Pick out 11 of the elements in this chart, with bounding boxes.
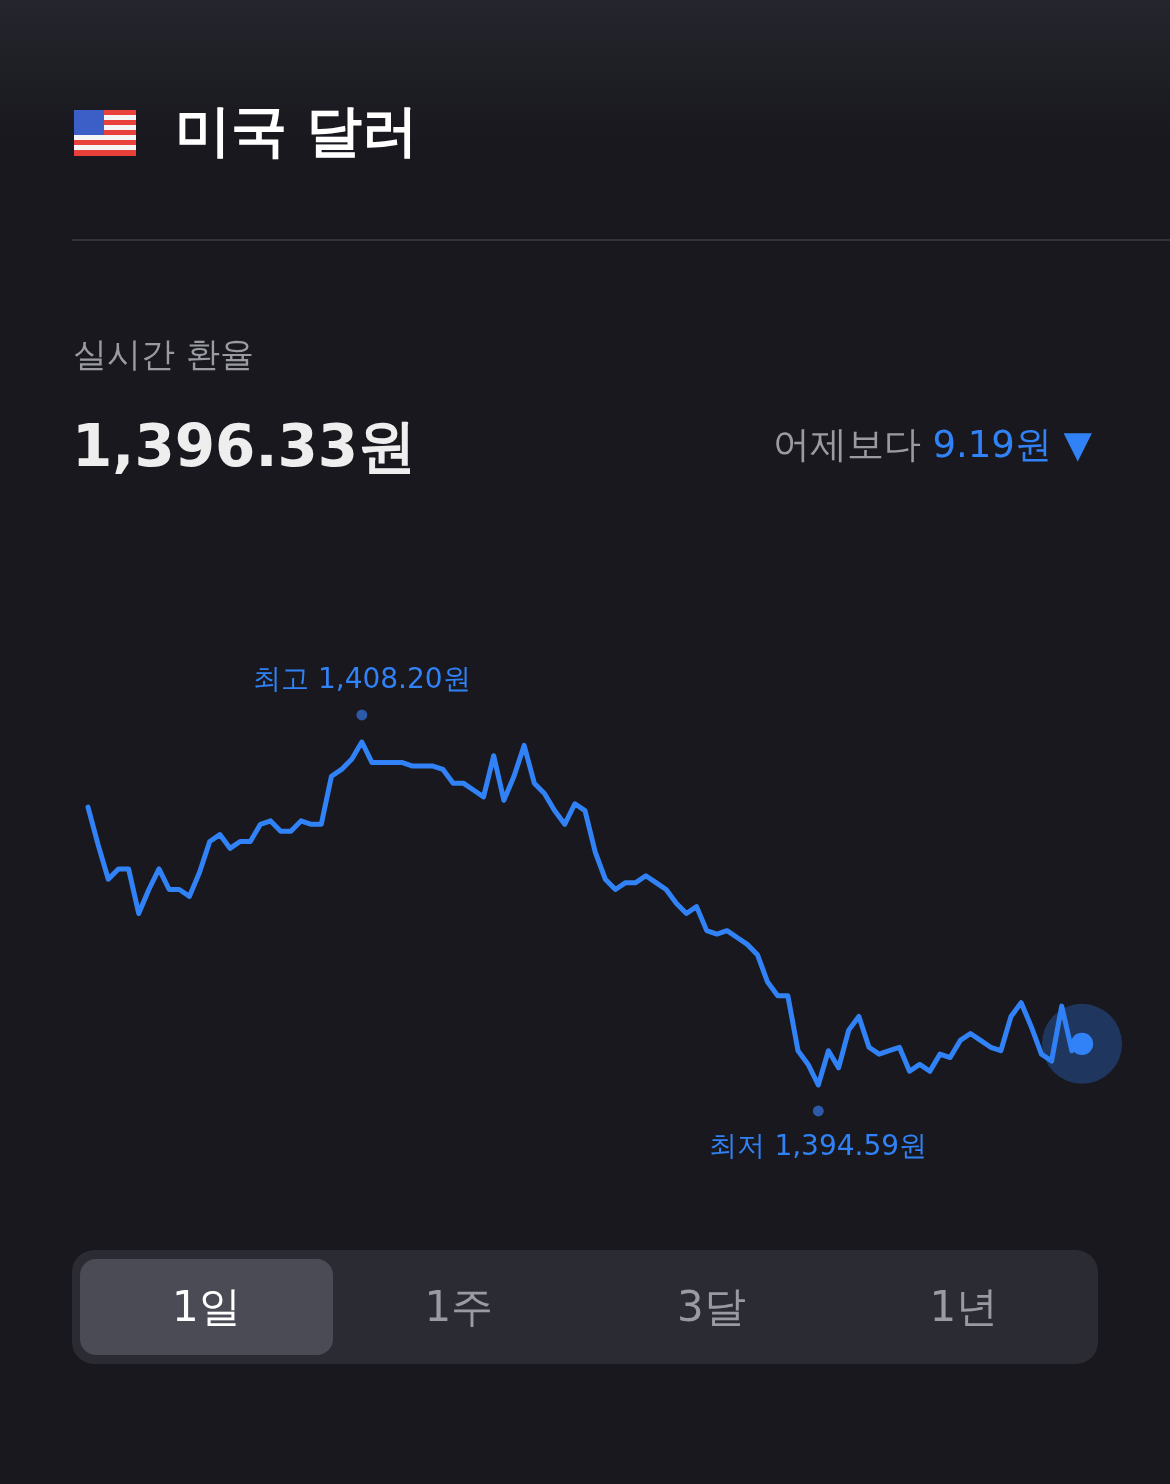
text: 3달 — [675, 1281, 747, 1333]
chart-title: 미국 달러 — [175, 97, 419, 165]
text: 1주 — [423, 1281, 495, 1333]
text: 어제보다 — [772, 423, 921, 466]
text: 1년 — [928, 1281, 1000, 1333]
chart-subtitle: 실시간 환율 — [73, 333, 254, 376]
text: 1,396.33원 — [72, 411, 417, 482]
text: 1일 — [80, 1259, 333, 1355]
annotation: 최저 1,394.59원 — [709, 1129, 928, 1162]
annotation: 최고 1,408.20원 — [253, 662, 471, 695]
text: 9.19원 ▼ — [932, 423, 1092, 466]
